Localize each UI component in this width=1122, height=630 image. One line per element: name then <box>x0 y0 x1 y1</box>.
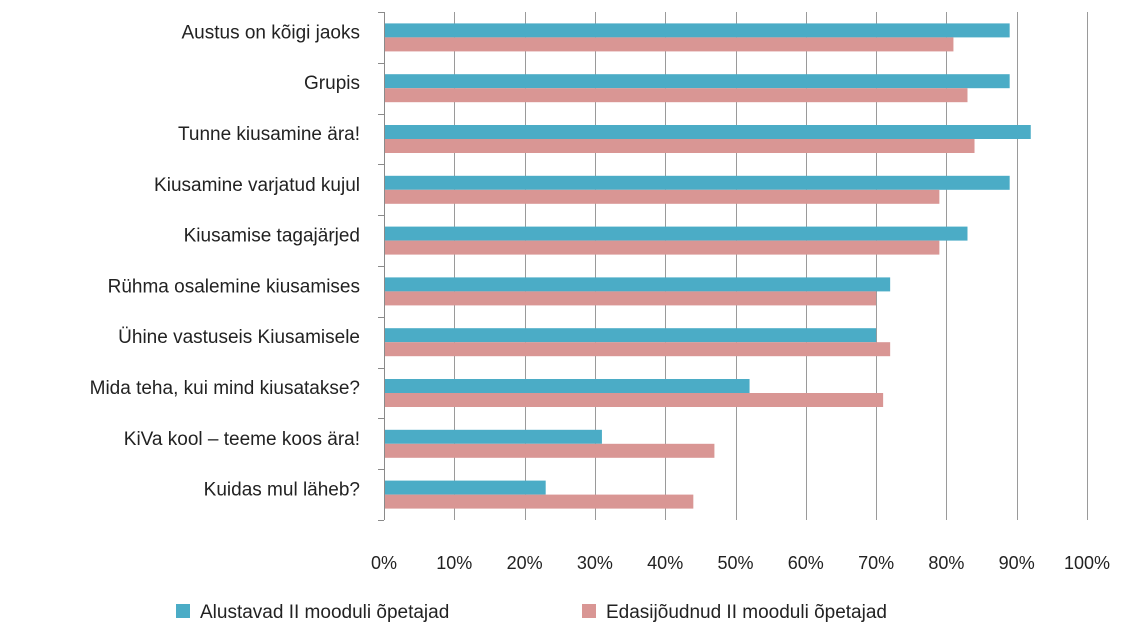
tick-labels: 0% 10% 20% 30% 40% 50% 60% 70% 80% 90% 100% <box>371 553 1110 573</box>
bar-edasijoudnud <box>385 240 940 255</box>
x-tick-label: 60% <box>788 553 824 573</box>
legend-label-alustavad: Alustavad II mooduli õpetajad <box>200 602 449 623</box>
bar-edasijoudnud <box>385 443 715 458</box>
bar-alustavad <box>385 277 891 292</box>
bar-alustavad <box>385 226 968 241</box>
x-tick-label: 80% <box>928 553 964 573</box>
bars <box>385 23 1031 509</box>
bar-edasijoudnud <box>385 37 954 52</box>
bar-alustavad <box>385 480 546 495</box>
x-tick-label: 0% <box>371 553 397 573</box>
legend: Alustavad II mooduli õpetajad Edasijõudn… <box>176 602 887 623</box>
x-tick-label: 90% <box>999 553 1035 573</box>
category-label: Kiusamise tagajärjed <box>184 226 360 247</box>
category-labels: Austus on kõigi jaoks Grupis Tunne kiusami… <box>90 22 360 500</box>
bar-alustavad <box>385 175 1010 190</box>
category-label: Tunne kiusamine ära! <box>178 124 360 145</box>
x-tick-label: 20% <box>507 553 543 573</box>
category-label: Mida teha, kui mind kiusatakse? <box>90 378 360 399</box>
bar-alustavad <box>385 379 750 393</box>
bar-alustavad <box>385 74 1010 89</box>
axis <box>378 12 385 521</box>
bar-edasijoudnud <box>385 139 975 153</box>
category-label: Austus on kõigi jaoks <box>182 22 361 43</box>
category-label: Kuidas mul läheb? <box>204 480 360 501</box>
bar-alustavad <box>385 23 1010 38</box>
bar-edasijoudnud <box>385 88 968 103</box>
x-tick-label: 100% <box>1064 553 1110 573</box>
bar-edasijoudnud <box>385 342 891 357</box>
legend-swatch-alustavad <box>176 604 190 618</box>
bar-edasijoudnud <box>385 494 694 509</box>
x-tick-label: 70% <box>858 553 894 573</box>
bar-alustavad <box>385 429 602 444</box>
category-label: KiVa kool – teeme koos ära! <box>124 429 360 450</box>
x-tick-label: 50% <box>717 553 753 573</box>
x-tick-label: 40% <box>647 553 683 573</box>
x-tick-label: 10% <box>436 553 472 573</box>
category-label: Ühine vastuseis Kiusamisele <box>118 327 360 348</box>
bar-edasijoudnud <box>385 189 940 204</box>
bar-edasijoudnud <box>385 291 877 306</box>
legend-swatch-edasijoudnud <box>582 604 596 618</box>
category-label: Grupis <box>304 73 360 94</box>
bar-alustavad <box>385 328 877 343</box>
category-label: Rühma osalemine kiusamises <box>108 276 360 297</box>
bar-edasijoudnud <box>385 393 884 407</box>
x-tick-label: 30% <box>577 553 613 573</box>
bar-alustavad <box>385 125 1031 139</box>
category-label: Kiusamine varjatud kujul <box>154 175 360 196</box>
legend-label-edasijoudnud: Edasijõudnud II mooduli õpetajad <box>606 602 887 623</box>
